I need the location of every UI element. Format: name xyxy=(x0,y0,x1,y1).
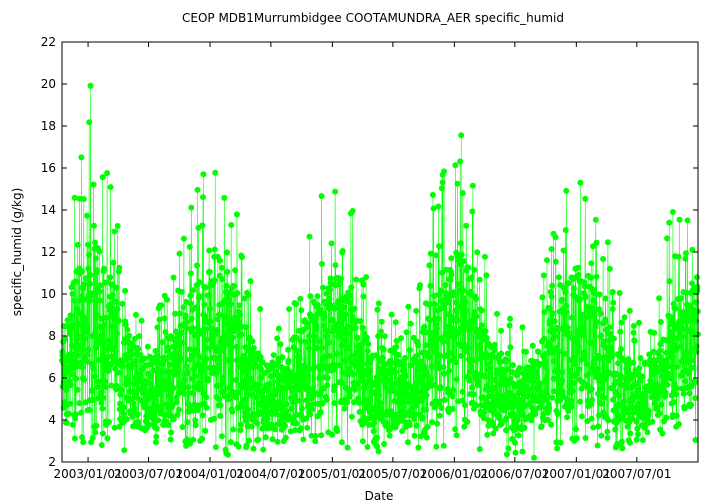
x-tick-label: 2007/07/01 xyxy=(602,467,671,481)
y-tick-label: 20 xyxy=(41,77,56,91)
x-tick-label: 2003/01/01 xyxy=(53,467,122,481)
x-tick-label: 2003/07/01 xyxy=(114,467,183,481)
y-tick-label: 16 xyxy=(41,161,56,175)
y-tick-label: 6 xyxy=(48,371,56,385)
x-tick-label: 2004/07/01 xyxy=(236,467,305,481)
x-tick-label: 2007/01/01 xyxy=(542,467,611,481)
x-axis-label: Date xyxy=(365,489,394,503)
x-tick-label: 2004/01/01 xyxy=(175,467,244,481)
y-tick-label: 10 xyxy=(41,287,56,301)
y-tick-label: 12 xyxy=(41,245,56,259)
chart-title: CEOP MDB1Murrumbidgee COOTAMUNDRA_AER sp… xyxy=(182,11,564,25)
y-tick-label: 14 xyxy=(41,203,56,217)
x-tick-label: 2005/07/01 xyxy=(358,467,427,481)
x-tick-label: 2005/01/01 xyxy=(298,467,367,481)
x-tick-label: 2006/01/01 xyxy=(420,467,489,481)
y-axis-label: specific_humid (g/kg) xyxy=(10,188,24,317)
y-tick-label: 18 xyxy=(41,119,56,133)
y-tick-label: 8 xyxy=(48,329,56,343)
y-tick-label: 22 xyxy=(41,35,56,49)
y-tick-label: 4 xyxy=(48,413,56,427)
x-tick-label: 2006/07/01 xyxy=(480,467,549,481)
